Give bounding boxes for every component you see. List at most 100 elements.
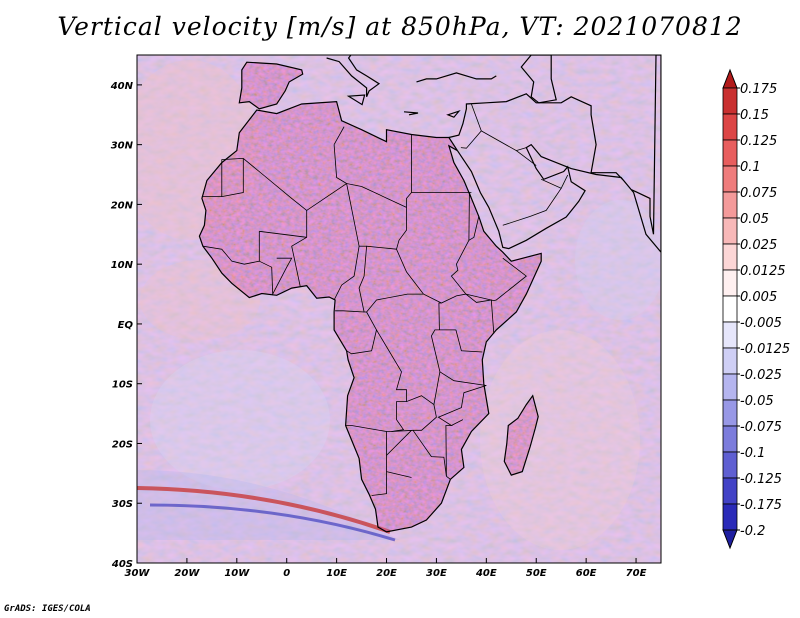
colorbar-top-arrow [722,68,738,89]
lat-tick-label: 10N [111,260,134,271]
colorbar-label: 0.005 [740,290,777,305]
country-border [221,158,244,197]
colorbar-label: -0.05 [740,394,774,409]
lon-tick-label: 30E [426,568,447,579]
colorbar-swatch [722,87,738,115]
country-border [386,471,412,478]
colorbar-label: 0.05 [740,212,769,227]
africa-coastline [198,100,542,533]
colorbar-label: 0.075 [740,186,777,201]
colorbar-swatch [722,321,738,349]
country-border [516,150,537,166]
country-border [259,230,307,238]
plot-frame [136,54,662,564]
lat-tick-label: 10S [112,380,133,391]
lat-tick-label: 40S [111,559,133,570]
country-border [451,419,464,426]
country-border [291,210,308,287]
country-border [371,404,437,496]
lon-tick-label: 20E [376,568,397,579]
lon-tick-label: 0 [283,568,290,579]
country-border [345,425,387,432]
iberia-coastline [238,61,304,110]
latitude-axis: 40N 30N 20N 10N EQ 10S 20S 30S 40S [110,81,142,570]
colorbar-label: -0.0125 [740,342,790,357]
country-border [259,257,293,296]
colorbar-bottom-arrow [722,529,738,550]
cyprus-coastline [446,109,461,118]
lat-tick-label: 40N [110,81,134,92]
country-border [446,475,451,480]
lon-tick-label: 70E [626,568,647,579]
lat-tick-label: EQ [118,320,134,331]
country-border [412,430,447,477]
colorbar-label: -0.2 [740,524,765,539]
country-border [439,371,487,386]
colorbar: 0.175 0.15 0.125 0.1 0.075 0.05 0.025 0.0125 0.0… [722,68,790,550]
country-border [560,174,569,189]
country-border [391,401,407,432]
country-border [333,144,347,184]
velocity-field [137,55,661,563]
sicily-coastline [346,94,366,106]
country-border [455,329,483,353]
colorbar-swatch [722,217,738,245]
country-border [346,311,377,355]
lon-tick-label: 30W [125,568,151,579]
country-border [450,240,470,295]
lon-tick-label: 40E [475,568,497,579]
country-border [386,430,412,456]
colorbar-label: 0.125 [740,134,777,149]
country-border [243,158,362,211]
colorbar-swatch [722,191,738,219]
colorbar-swatch [722,165,738,193]
country-border [376,329,456,406]
colorbar-label: -0.1 [740,446,765,461]
colorbar-swatch [722,451,738,479]
colorbar-label: -0.025 [740,368,782,383]
colorbar-swatch [722,243,738,271]
colorbar-label: -0.125 [740,472,782,487]
colorbar-label: -0.175 [740,498,782,513]
country-border [333,126,345,145]
colorbar-swatch [722,347,738,375]
lat-tick-label: 20S [112,439,133,450]
colorbar-label: 0.15 [740,108,769,123]
lon-tick-label: 50E [526,568,547,579]
colorbar-label: -0.005 [740,316,782,331]
black-sea-coastline [416,72,497,83]
arabia-coastline [448,55,661,254]
country-borders [201,103,569,496]
colorbar-label: -0.075 [740,420,782,435]
colorbar-label: 0.1 [740,160,761,175]
colorbar-swatch [722,503,738,531]
grads-credit: GrADS: IGES/COLA [4,604,91,614]
lat-tick-label: 30N [111,141,134,152]
colorbar-label: 0.025 [740,238,777,253]
country-border [335,310,365,313]
colorbar-label: 0.175 [740,82,777,97]
country-border [202,231,260,265]
madagascar-coastline [503,394,539,476]
country-border [201,158,244,197]
country-border [502,178,562,226]
country-border [460,103,482,149]
colorbar-swatch [722,295,738,323]
country-border [465,257,527,302]
coastlines [198,55,661,533]
colorbar-swatch [722,477,738,505]
lon-tick-label: 10E [326,568,347,579]
italy-coastline [326,55,381,98]
crete-coastline [403,111,419,116]
colorbar-swatch [722,425,738,453]
caspian-coastline [520,55,557,104]
lon-tick-label: 10W [224,568,250,579]
country-border [438,302,442,330]
lon-tick-label: 20W [174,568,200,579]
lon-tick-label: 60E [576,568,597,579]
longitude-axis: 30W 20W 10W 0 10E 20E 30E 40E 50E 60E 70E [125,558,647,579]
colorbar-swatch [722,373,738,401]
colorbar-swatch [722,139,738,167]
country-border [406,192,412,208]
